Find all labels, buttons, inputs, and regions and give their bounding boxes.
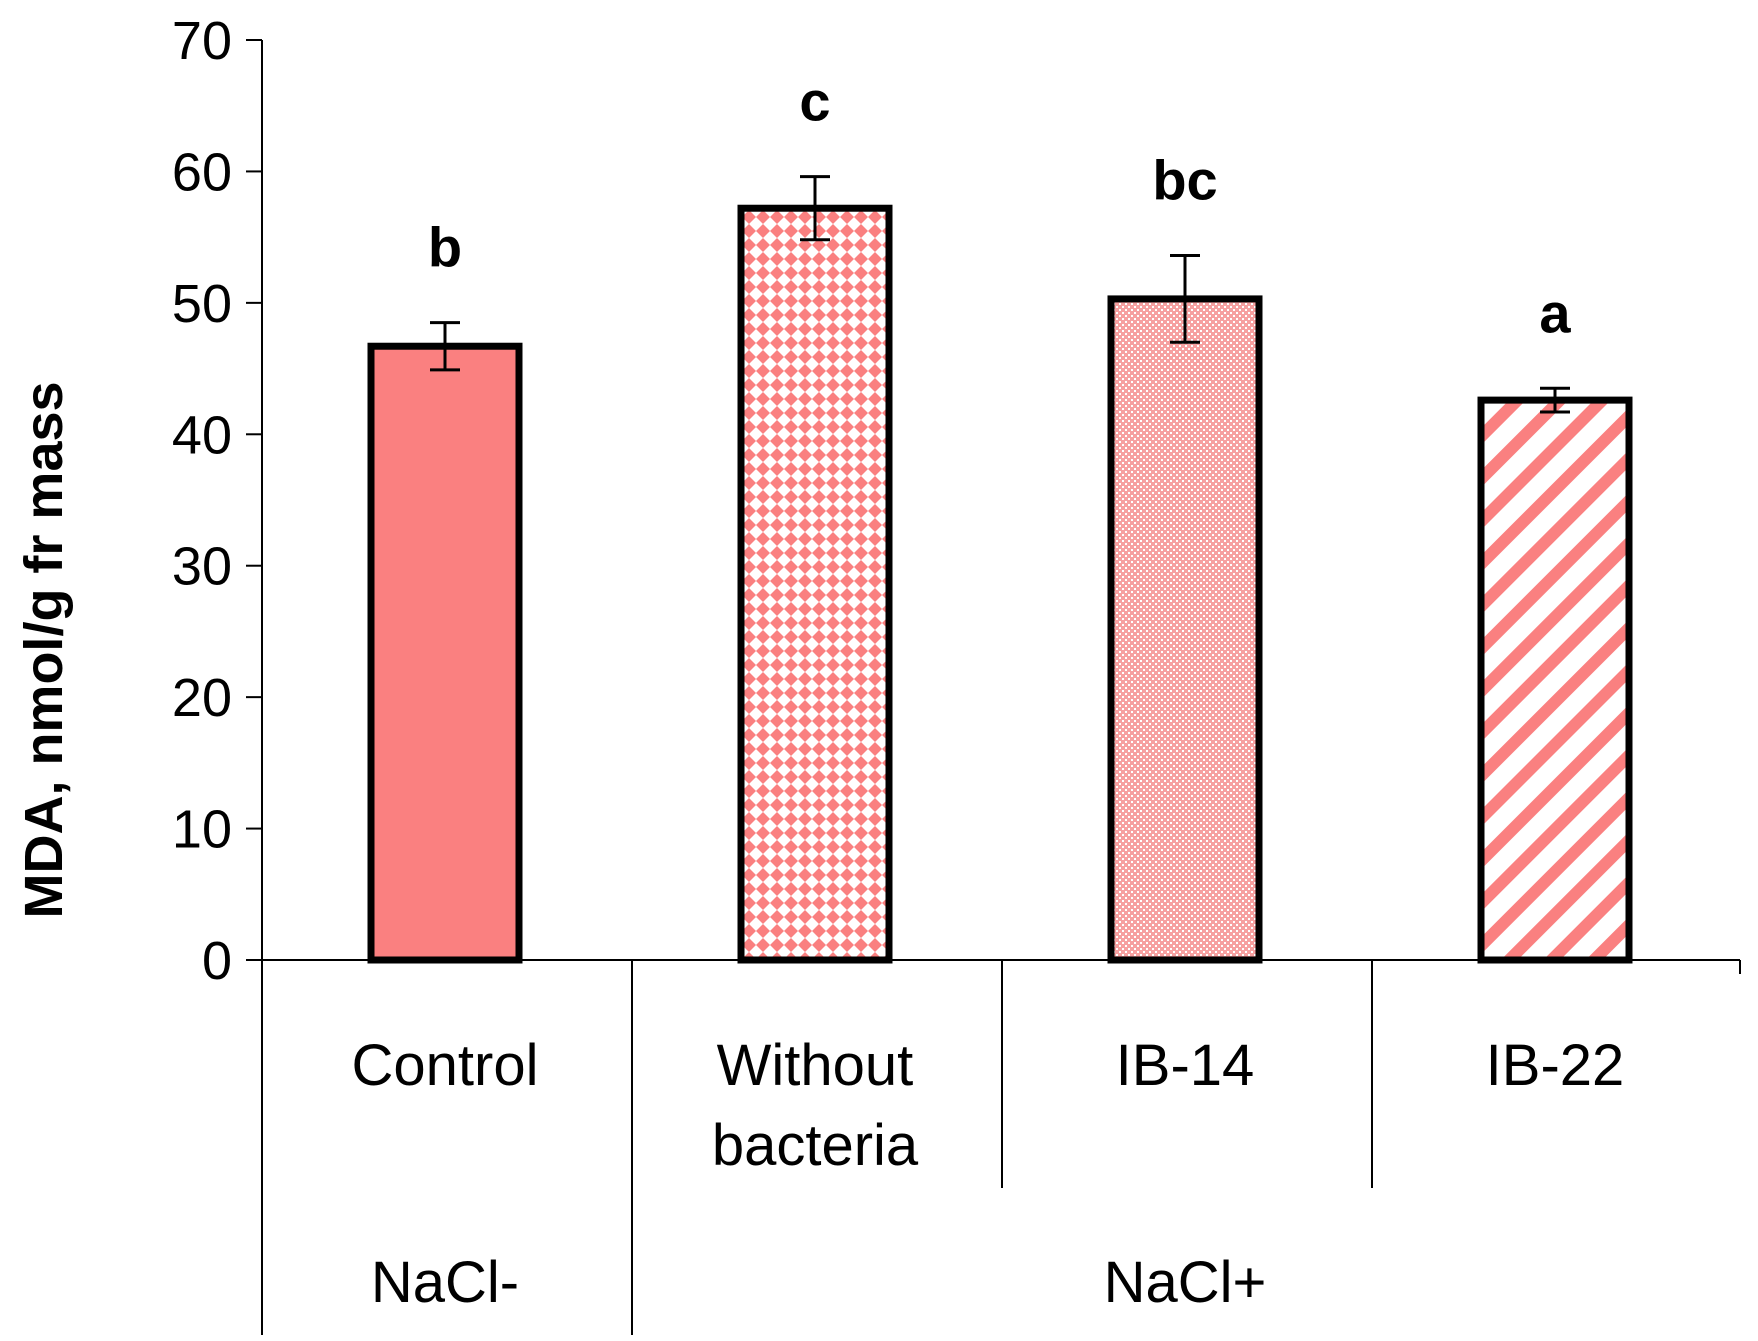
y-axis-title: MDA, nmol/g fr mass xyxy=(14,381,74,918)
category-label: IB-22 xyxy=(1486,1033,1625,1098)
y-tick-label: 10 xyxy=(172,800,232,860)
y-tick-label: 0 xyxy=(202,931,232,991)
y-tick-label: 70 xyxy=(172,11,232,71)
bar xyxy=(1107,295,1263,964)
chart-axes: 0 10 20 30 40 50 60 70 xyxy=(172,11,1741,1335)
label-layer: b Control c Without bacteria bc IB-14 a IB-22 NaC… xyxy=(352,70,1625,1315)
category-label: Control xyxy=(352,1033,539,1098)
category-label: Without xyxy=(717,1033,914,1098)
y-tick-label: 40 xyxy=(172,405,232,465)
category-label: bacteria xyxy=(712,1113,919,1178)
y-tick-label: 20 xyxy=(172,668,232,728)
category-label: IB-14 xyxy=(1116,1033,1255,1098)
significance-label: a xyxy=(1539,281,1571,344)
significance-label: b xyxy=(428,216,462,279)
group-label: NaCl+ xyxy=(1104,1250,1267,1315)
bar xyxy=(367,342,523,964)
significance-label: c xyxy=(799,70,830,133)
bar xyxy=(737,204,893,964)
significance-label: bc xyxy=(1152,149,1217,212)
y-tick-label: 50 xyxy=(172,274,232,334)
group-label: NaCl- xyxy=(371,1250,519,1315)
y-tick-label: 60 xyxy=(172,142,232,202)
bar xyxy=(1477,396,1633,964)
y-tick-label: 30 xyxy=(172,537,232,597)
bar-layer xyxy=(367,175,1633,964)
